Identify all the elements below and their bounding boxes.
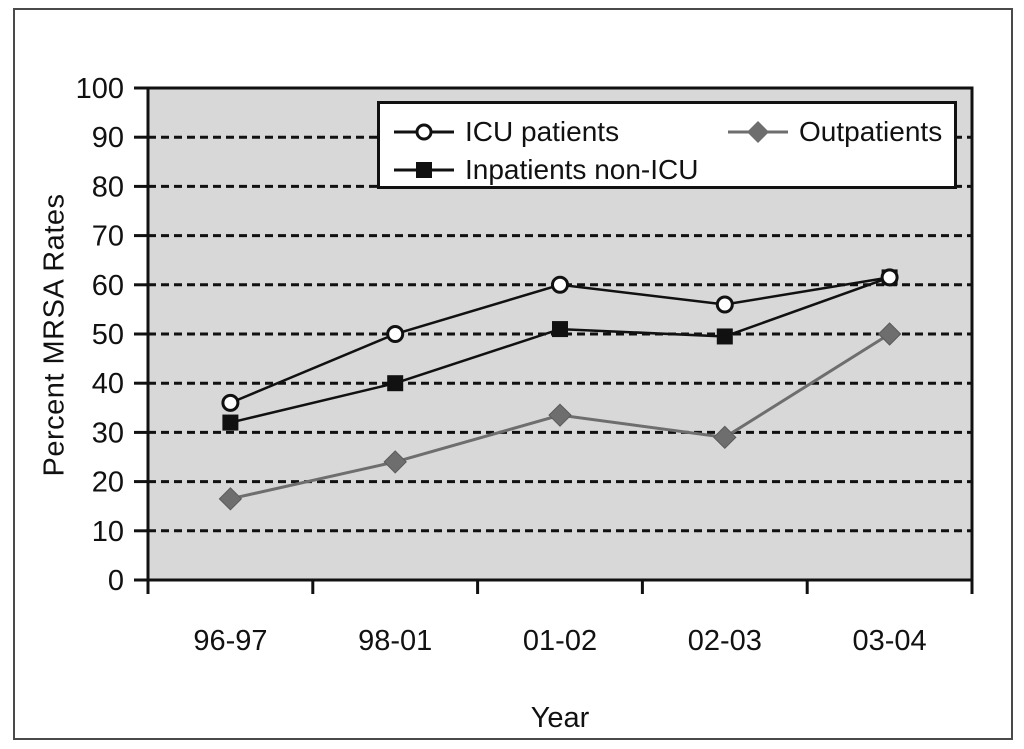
marker-icu-patients-98-01: [386, 325, 405, 343]
marker-outpatients-03-04: [877, 322, 902, 346]
marker-icu-patients-02-03: [715, 295, 734, 314]
marker-inpatients-non-icu-01-02: [552, 321, 568, 338]
x-tick-label: 02-03: [688, 625, 762, 657]
legend: ICU patients Inpatients non-ICU Outpatie…: [377, 101, 957, 189]
y-tick-label: 30: [92, 417, 124, 449]
x-tick-label: 98-01: [358, 625, 432, 657]
y-tick-label: 40: [92, 368, 124, 400]
y-tick-label: 80: [92, 171, 124, 203]
x-tick-label: 03-04: [853, 625, 927, 657]
marker-outpatients-02-03: [713, 425, 737, 450]
marker-inpatients-non-icu-02-03: [716, 328, 733, 345]
y-tick-label: 60: [92, 270, 124, 302]
legend-label-icu-patients: ICU patients: [465, 116, 620, 147]
marker-icu-patients-01-02: [551, 275, 569, 294]
y-tick-label: 70: [92, 221, 124, 253]
y-tick-label: 0: [108, 565, 124, 597]
legend-label-inpatients-non-icu: Inpatients non-ICU: [465, 154, 699, 185]
y-tick-label: 90: [92, 122, 124, 154]
marker-icu-patients-96-97: [221, 393, 240, 412]
y-axis-title: Percent MRSA Rates: [38, 193, 71, 477]
x-axis-title: Year: [530, 702, 590, 734]
legend-item-outpatients: Outpatients: [727, 116, 942, 148]
marker-icu-patients-03-04: [880, 268, 899, 287]
marker-outpatients-96-97: [218, 487, 243, 511]
y-tick-label: 50: [92, 319, 124, 351]
figure-border: [13, 8, 1013, 740]
marker-outpatients-98-01: [383, 450, 407, 474]
marker-inpatients-non-icu-98-01: [387, 375, 404, 392]
marker-outpatients-01-02: [548, 403, 572, 427]
marker-inpatients-non-icu-96-97: [222, 414, 239, 431]
legend-label-outpatients: Outpatients: [799, 116, 943, 147]
filled-square-marker-icon: [394, 162, 454, 178]
x-tick-label: 01-02: [523, 625, 597, 657]
y-tick-label: 100: [76, 73, 124, 105]
legend-item-inpatients-non-icu: Inpatients non-ICU: [393, 154, 698, 186]
y-tick-label: 10: [92, 516, 124, 548]
filled-diamond-marker-icon: [728, 121, 788, 143]
legend-item-icu-patients: ICU patients: [393, 116, 619, 148]
y-tick-label: 20: [92, 467, 124, 499]
open-circle-marker-icon: [394, 123, 454, 141]
x-tick-label: 96-97: [193, 625, 267, 657]
